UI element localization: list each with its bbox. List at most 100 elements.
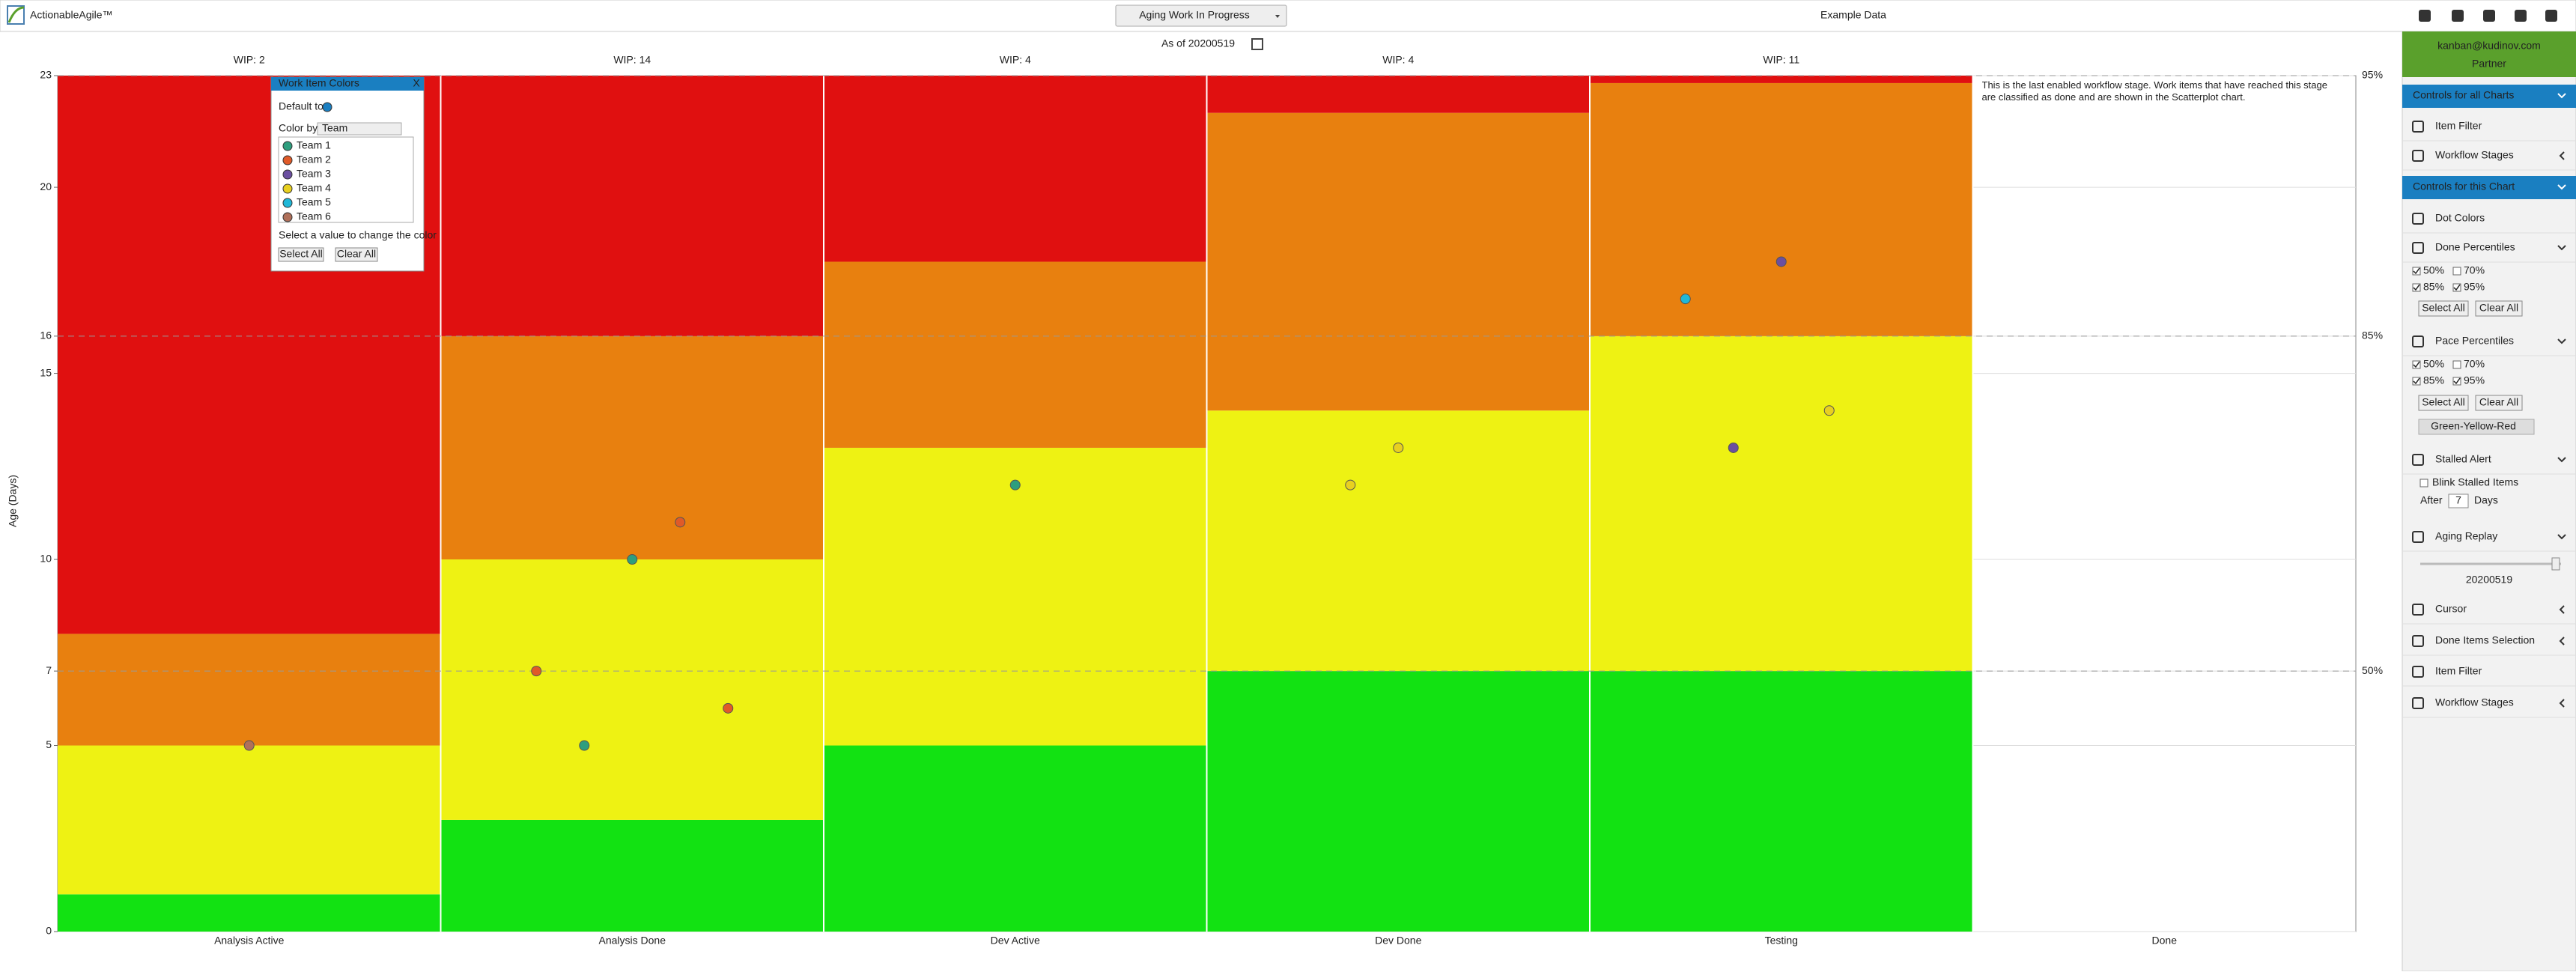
percentile-label: 85% [2362,329,2383,341]
button-label[interactable]: Select All [2422,396,2465,408]
work-item-dot[interactable] [1728,442,1739,453]
chart-select[interactable] [1115,4,1287,27]
user-email: kanban@kudinov.com [2437,40,2541,52]
team-name[interactable]: Team 1 [297,139,331,151]
checkbox-label: 85% [2423,281,2444,293]
calendar-icon[interactable] [1251,38,1263,50]
chevron [2557,93,2566,99]
checkmark [2453,284,2461,291]
button[interactable] [2475,300,2523,317]
checkbox[interactable] [2452,377,2461,386]
work-item-dot[interactable] [1823,405,1835,416]
row-label[interactable]: Workflow Stages [2435,696,2514,708]
team-name[interactable]: Team 2 [297,154,331,165]
select-all-label[interactable]: Select All [279,248,323,260]
clear-all-label[interactable]: Clear All [337,248,376,260]
checkbox[interactable] [2412,283,2421,292]
section-header[interactable] [2402,176,2576,199]
row-label[interactable]: Aging Replay [2435,530,2497,542]
header-icon[interactable] [2545,10,2557,22]
team-swatch[interactable] [282,169,293,180]
row-label[interactable]: Item Filter [2435,120,2482,132]
row-label[interactable]: Cursor [2435,603,2467,615]
user-role: Partner [2472,58,2506,70]
color-by-select[interactable] [317,122,402,136]
pace-band [824,745,1207,932]
replay-handle[interactable] [2551,557,2560,571]
pace-band [58,745,441,895]
team-swatch[interactable] [282,155,293,165]
team-name[interactable]: Team 6 [297,210,331,222]
work-item-dot[interactable] [723,702,734,714]
category-label: Done [2152,935,2178,947]
checkbox-label: 70% [2464,358,2485,370]
button-label[interactable]: Clear All [2479,302,2518,314]
header-icon[interactable] [2419,10,2431,22]
header-icon[interactable] [2452,10,2464,22]
team-swatch[interactable] [282,212,293,222]
days-label: Days [2474,494,2498,506]
checkbox-label: 95% [2464,374,2485,386]
user-box [2402,31,2576,77]
row-icon [2412,697,2424,709]
team-name[interactable]: Team 3 [297,168,331,180]
button[interactable] [2418,300,2469,317]
team-swatch[interactable] [282,183,293,194]
row-label[interactable]: Dot Colors [2435,212,2485,224]
days-input[interactable] [2448,493,2469,508]
checkbox[interactable] [2452,267,2461,276]
select-all-btn[interactable] [278,247,324,262]
default-color[interactable] [322,102,332,112]
header-icon[interactable] [2515,10,2527,22]
button[interactable] [2418,395,2469,411]
checkbox[interactable] [2412,360,2421,369]
team-swatch[interactable] [282,141,293,151]
checkbox[interactable] [2412,267,2421,276]
section-title[interactable]: Controls for all Charts [2413,89,2514,101]
work-item-dot[interactable] [1393,442,1404,453]
work-item-dot[interactable] [1345,479,1356,490]
work-item-dot[interactable] [531,666,542,677]
checkbox[interactable] [2412,377,2421,386]
work-item-dot[interactable] [1775,256,1787,267]
checkbox[interactable] [2452,360,2461,369]
header-icon[interactable] [2483,10,2495,22]
row-label[interactable]: Pace Percentiles [2435,335,2514,347]
y-tick-label: 5 [46,738,52,750]
row-label[interactable]: Done Items Selection [2435,634,2535,646]
pace-band [440,335,824,560]
checkbox[interactable] [2419,479,2428,488]
button[interactable] [2475,395,2523,411]
team-name[interactable]: Team 4 [297,182,331,194]
button-label[interactable]: Select All [2422,302,2465,314]
work-item-dot[interactable] [1009,479,1021,490]
clear-all-btn[interactable] [335,247,378,262]
checkbox[interactable] [2452,283,2461,292]
row-icon [2412,213,2424,225]
button-label[interactable]: Clear All [2479,396,2518,408]
chevron [2557,184,2566,190]
checkmark [2413,267,2420,275]
team-swatch[interactable] [282,198,293,208]
popup-close[interactable]: X [413,77,420,89]
chevron [2557,457,2566,463]
scheme-label: Green-Yellow-Red [2431,420,2516,432]
row-icon [2412,335,2424,347]
scheme-select[interactable] [2418,419,2535,435]
y-tick-label: 16 [40,329,52,341]
row-label[interactable]: Stalled Alert [2435,453,2491,465]
work-item-dot[interactable] [243,740,255,751]
work-item-dot[interactable] [675,517,686,528]
row-label[interactable]: Workflow Stages [2435,149,2514,161]
row-icon [2412,150,2424,162]
section-header[interactable] [2402,85,2576,108]
work-item-dot[interactable] [1680,294,1691,305]
team-name[interactable]: Team 5 [297,196,331,208]
row-label[interactable]: Done Percentiles [2435,241,2515,253]
section-title[interactable]: Controls for this Chart [2413,180,2515,192]
chart-select-caret [1275,15,1280,18]
row-label[interactable]: Item Filter [2435,665,2482,677]
row-icon [2412,666,2424,678]
work-item-dot[interactable] [579,740,590,751]
work-item-dot[interactable] [627,554,638,565]
